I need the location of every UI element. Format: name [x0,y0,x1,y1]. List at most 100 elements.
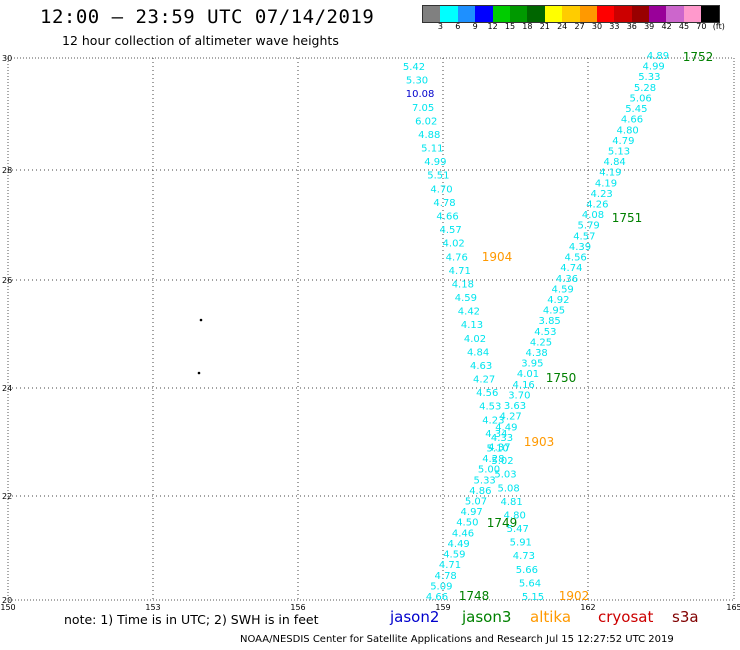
pass-time-label: 1751 [612,211,643,225]
jason3-swh-value: 4.16 [513,380,535,391]
x-tick-label: 159 [435,603,450,612]
altika-swh-value: 4.84 [467,347,489,358]
jason3-swh-value: 5.07 [465,497,487,508]
altika-swh-value: 4.02 [464,334,486,345]
altika-swh-value: 4.57 [439,225,461,236]
altika-swh-value: 5.64 [519,578,541,589]
altika-swh-value: 5.47 [507,524,529,535]
jason3-swh-value: 4.92 [547,295,569,306]
scale-label: (ft) [712,22,725,31]
island-dot [197,371,201,375]
jason3-swh-value: 5.06 [630,93,652,104]
jason3-swh-value: 5.33 [474,475,496,486]
scale-swatch-10 [596,6,615,22]
pass-time-label: 1903 [524,435,555,449]
altika-swh-value: 5.15 [522,592,544,603]
scale-label: 12 [487,22,498,31]
pass-time-label: 1749 [487,516,518,530]
jason3-swh-value: 4.19 [595,178,617,189]
altika-swh-value: 5.08 [497,483,519,494]
jason3-swh-value: 4.25 [530,337,552,348]
jason3-swh-value: 5.45 [625,104,647,115]
legend-cryosat: cryosat [598,608,654,626]
legend-altika: altika [530,608,572,626]
scale-swatch-13 [649,6,667,22]
jason3-swh-value: 4.71 [439,560,461,571]
jason3-swh-value: 4.01 [517,369,539,380]
scale-label: 30 [591,22,603,31]
altika-swh-value: 4.34 [485,429,507,440]
scale-label: 24 [557,22,568,31]
legend-s3a: s3a [672,608,699,626]
altika-swh-value: 4.18 [452,279,474,290]
jason3-swh-value: 4.19 [599,168,621,179]
x-tick-label: 156 [290,603,305,612]
altika-swh-value: 5.51 [427,171,449,182]
altika-swh-value: 4.71 [449,266,471,277]
altika-swh-value: 4.02 [443,239,465,250]
scale-swatch-12 [631,6,650,22]
altika-swh-value: 4.78 [433,198,455,209]
jason3-swh-value: 4.26 [586,200,608,211]
jason3-swh-value: 5.28 [634,83,656,94]
graticule [8,58,734,600]
x-tick-label: 150 [0,603,15,612]
altika-swh-value: 4.80 [504,510,526,521]
jason3-swh-value: 3.85 [539,316,561,327]
altika-swh-value: 5.03 [494,470,516,481]
jason3-swh-value: 4.36 [556,274,578,285]
jason3-swh-value: 4.95 [543,306,565,317]
jason3-swh-value: 5.09 [430,581,452,592]
y-axis-labels: 30 28 26 24 22 20 [2,54,12,605]
jason3-swh-value: 5.10 [487,443,509,454]
jason3-swh-value: 4.08 [582,210,604,221]
jason3-swh-value: 4.28 [482,454,504,465]
altika-swh-value: 4.56 [476,388,498,399]
jason3-swh-value: 5.33 [638,72,660,83]
scale-swatch-7 [544,6,563,22]
scale-swatch-5 [509,6,528,22]
scale-swatch-16 [701,6,719,22]
scale-label: 15 [504,22,516,31]
jason3-swh-value: 4.38 [526,348,548,359]
scale-swatch-11 [614,6,632,22]
jason3-swh-value: 3.95 [521,359,543,370]
jason3-swh-value: 4.89 [647,51,669,62]
altika-swh-value: 4.42 [458,307,480,318]
jason3-swh-value: 4.97 [461,507,483,518]
legend-jason3: jason3 [462,608,512,626]
scale-label: 45 [678,22,690,31]
y-tick-label: 22 [2,492,12,501]
x-axis-labels: 150 153 156 159 162 165 [0,603,740,612]
altika-swh-value: 4.63 [470,361,492,372]
pass-time-label: 1904 [482,250,513,264]
scale-label: 27 [574,22,585,31]
altika-swh-value: 4.76 [446,252,468,263]
swh-tracks: 5.42 5.30 10.08 7.05 6.02 4.88 5.11 4.99 5.51 4.7… [403,51,669,603]
jason3-swh-value: 4.79 [612,136,634,147]
altika-swh-value: 4.70 [430,184,452,195]
jason3-swh-value: 4.86 [469,486,491,497]
altika-swh-value: 4.27 [473,375,495,386]
scale-swatch-1 [440,6,458,22]
jason3-swh-value: 4.80 [617,125,639,136]
jason3-swh-value: 4.99 [643,62,665,73]
jason3-swh-value: 4.49 [448,539,470,550]
map-frame [7,57,735,601]
scale-swatch-15 [683,6,702,22]
jason3-swh-value: 4.59 [443,550,465,561]
altika-swh-value: 4.23 [482,415,504,426]
jason3-swh-value: 5.79 [578,221,600,232]
scale-swatch-9 [579,6,597,22]
x-tick-label: 153 [145,603,160,612]
scale-label: 6 [455,22,461,31]
jason3-swh-value: 4.33 [491,433,513,444]
altika-swh-value: 5.66 [516,565,538,576]
altika-swh-value: 4.73 [513,551,535,562]
scale-label: 3 [437,22,443,31]
scale-label: 39 [644,22,655,31]
altika-swh-value: 4.88 [418,130,440,141]
jason3-swh-value: 4.84 [604,157,626,168]
scale-label: 70 [696,22,707,31]
